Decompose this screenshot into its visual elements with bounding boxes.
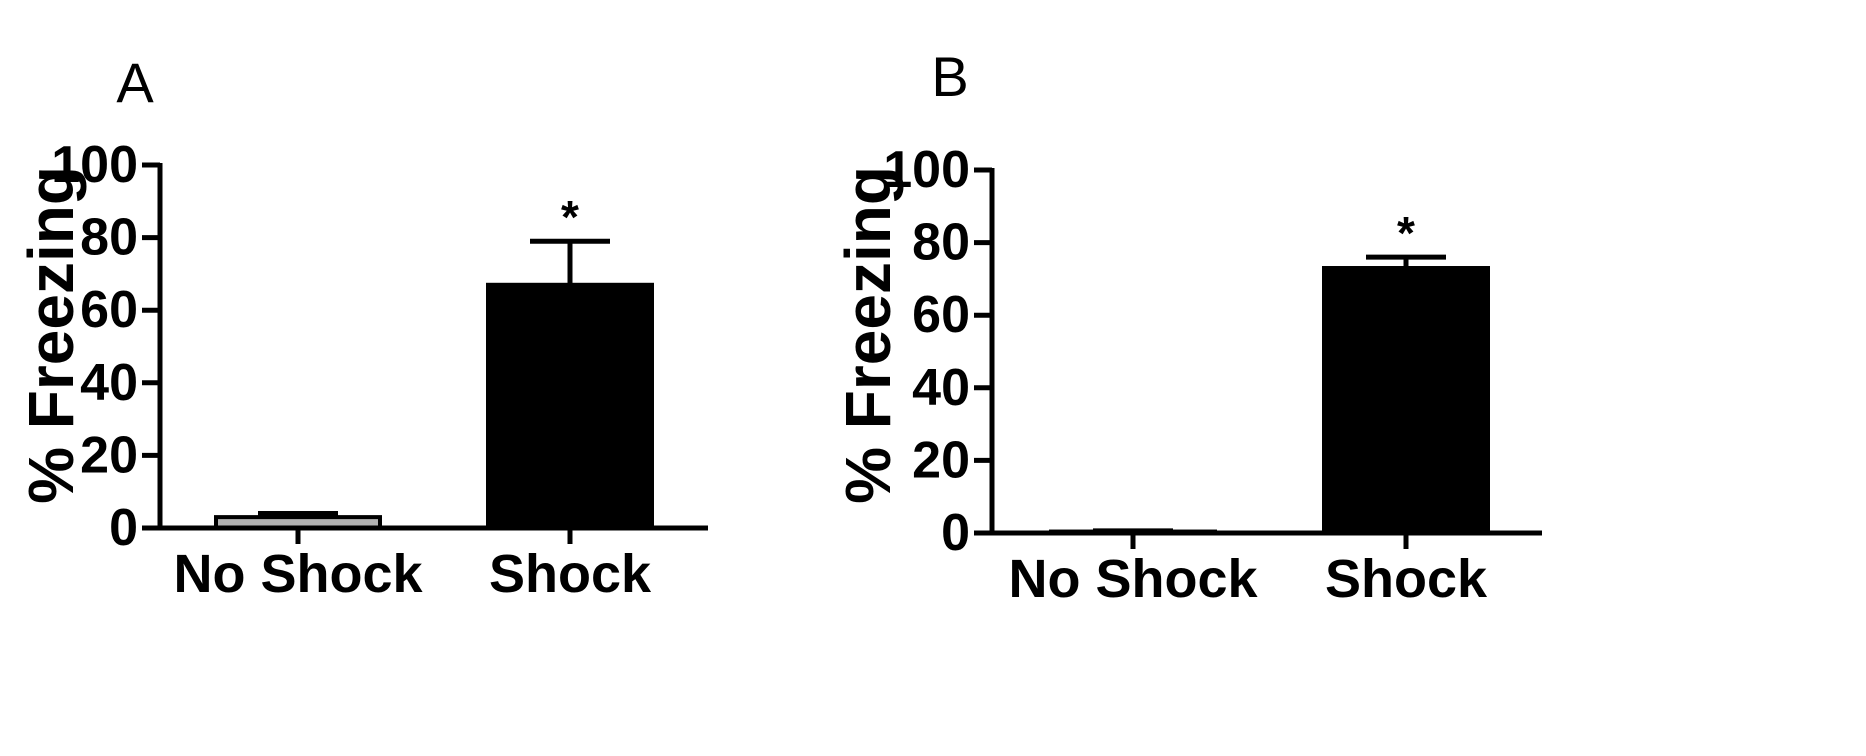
y-tick-label: 60 [80, 281, 138, 339]
y-tick-label: 40 [912, 359, 970, 417]
y-tick-label: 0 [941, 504, 970, 562]
y-tick-label: 40 [80, 354, 138, 412]
y-axis-label: % Freezing [15, 166, 87, 504]
y-tick-label: 0 [109, 499, 138, 557]
bar-shock [1322, 266, 1490, 535]
y-tick-label: 20 [912, 431, 970, 489]
x-tick-label: Shock [1325, 549, 1488, 609]
y-tick-label: 100 [883, 141, 970, 199]
y-tick-label: 60 [912, 286, 970, 344]
significance-marker: * [1397, 207, 1415, 259]
x-tick-label: No Shock [173, 544, 423, 604]
bar-shock [486, 282, 654, 531]
y-tick-label: 80 [80, 209, 138, 267]
y-tick-label: 20 [80, 426, 138, 484]
x-tick-label: No Shock [1008, 549, 1258, 609]
chart-panel-b: B % Freezing No Shock * Shock 0 20 40 60 80 100 [832, 45, 1542, 609]
significance-marker: * [561, 191, 579, 243]
panel-letter: B [931, 45, 968, 108]
y-tick-label: 100 [51, 136, 138, 194]
chart-panel-a: A % Freezing No Shock * Shock 0 20 40 60 80 100 [15, 51, 708, 604]
x-tick-label: Shock [489, 544, 652, 604]
y-tick-label: 80 [912, 214, 970, 272]
panel-letter: A [116, 51, 154, 114]
y-axis-label: % Freezing [832, 166, 904, 504]
